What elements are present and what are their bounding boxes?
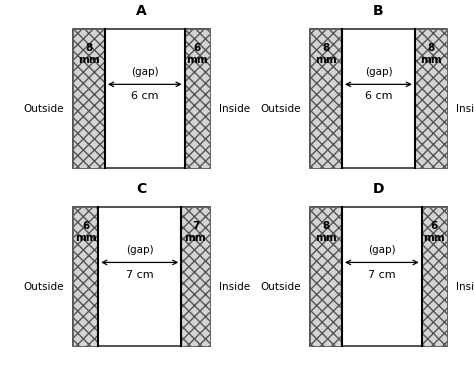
- Text: Inside: Inside: [456, 104, 474, 114]
- Text: 6 cm: 6 cm: [365, 92, 392, 102]
- Bar: [73, 207, 98, 346]
- Text: 8
mm: 8 mm: [420, 43, 442, 65]
- Text: 7 cm: 7 cm: [368, 270, 396, 280]
- Text: 8
mm: 8 mm: [315, 221, 337, 243]
- Text: D: D: [373, 182, 384, 196]
- Text: 6 cm: 6 cm: [131, 92, 159, 102]
- Bar: [73, 207, 210, 346]
- Text: A: A: [136, 4, 147, 18]
- Text: 6
mm: 6 mm: [423, 221, 445, 243]
- Bar: [310, 207, 342, 346]
- Text: Outside: Outside: [261, 282, 301, 292]
- Bar: [310, 29, 447, 168]
- Bar: [185, 29, 210, 168]
- Text: 8
mm: 8 mm: [78, 43, 100, 65]
- Text: (gap): (gap): [126, 245, 154, 255]
- Text: (gap): (gap): [368, 245, 396, 255]
- Text: 7
mm: 7 mm: [184, 221, 206, 243]
- Text: Inside: Inside: [219, 282, 250, 292]
- Text: Outside: Outside: [24, 282, 64, 292]
- Text: (gap): (gap): [131, 67, 159, 77]
- Bar: [181, 207, 210, 346]
- Bar: [73, 29, 105, 168]
- Text: 8
mm: 8 mm: [315, 43, 337, 65]
- Text: Inside: Inside: [219, 104, 250, 114]
- Text: 7 cm: 7 cm: [126, 270, 154, 280]
- Text: C: C: [137, 182, 146, 196]
- Bar: [415, 29, 447, 168]
- Text: Outside: Outside: [24, 104, 64, 114]
- Bar: [310, 29, 342, 168]
- Text: 6
mm: 6 mm: [186, 43, 208, 65]
- Bar: [310, 207, 447, 346]
- Text: 6
mm: 6 mm: [75, 221, 97, 243]
- Text: (gap): (gap): [365, 67, 392, 77]
- Text: B: B: [373, 4, 384, 18]
- Bar: [422, 207, 447, 346]
- Text: Outside: Outside: [261, 104, 301, 114]
- Text: Inside: Inside: [456, 282, 474, 292]
- Bar: [73, 29, 210, 168]
